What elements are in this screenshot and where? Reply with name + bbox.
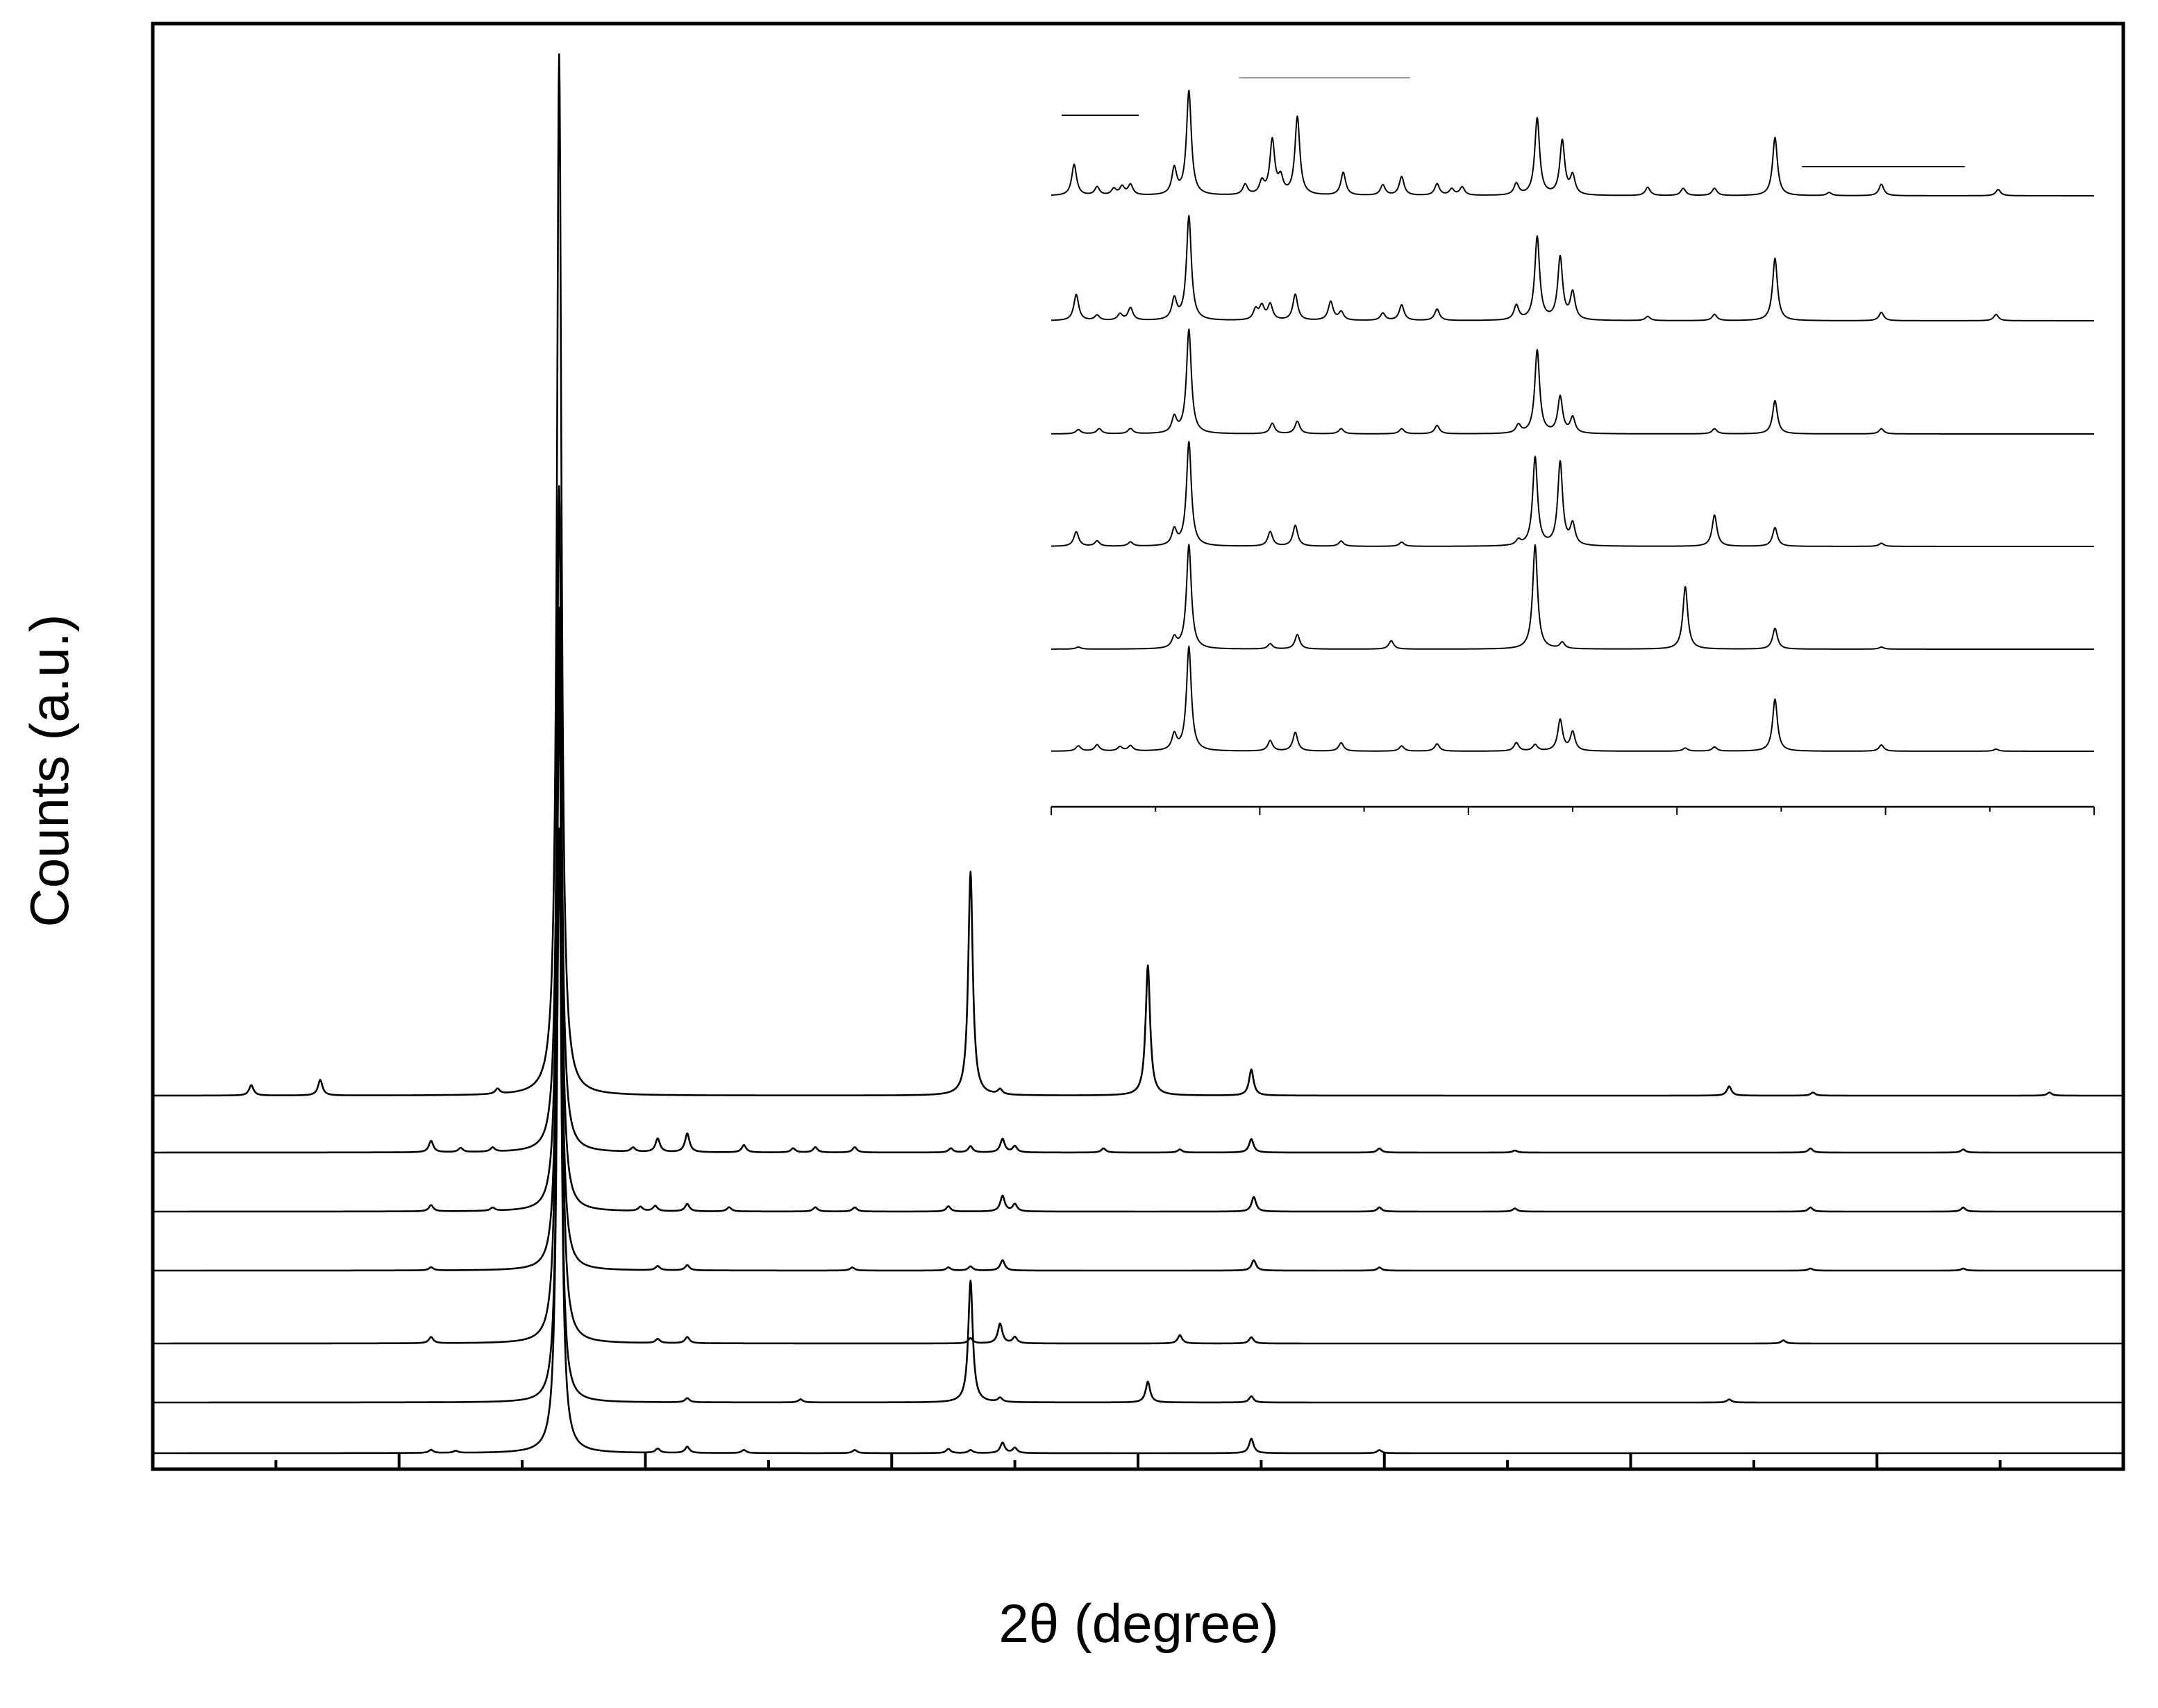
series-line-f1 xyxy=(152,827,2124,1455)
inset-series-line-a4 xyxy=(1051,441,2095,547)
inset-series-line-e2 xyxy=(1051,544,2095,650)
series-line-e2 xyxy=(152,849,2124,1404)
main-chart xyxy=(151,22,2125,1471)
series-line-fresh xyxy=(152,53,2124,1097)
series-line-1b xyxy=(152,485,2124,1154)
y-axis-title: Counts (a.u.) xyxy=(19,614,80,928)
inset-background xyxy=(1051,36,2094,807)
x-axis-title: 2θ (degree) xyxy=(998,1593,1278,1654)
inset-series-line-5b xyxy=(1051,215,2095,321)
inset-series-line-1b xyxy=(1051,90,2095,196)
inset-series-line-9b xyxy=(1051,328,2095,435)
series-line-9b xyxy=(152,696,2124,1272)
inset-chart xyxy=(1051,36,2095,815)
inset-series-line-f1 xyxy=(1051,646,2095,752)
series-line-a4 xyxy=(152,655,2124,1345)
series-line-5b xyxy=(152,606,2124,1213)
